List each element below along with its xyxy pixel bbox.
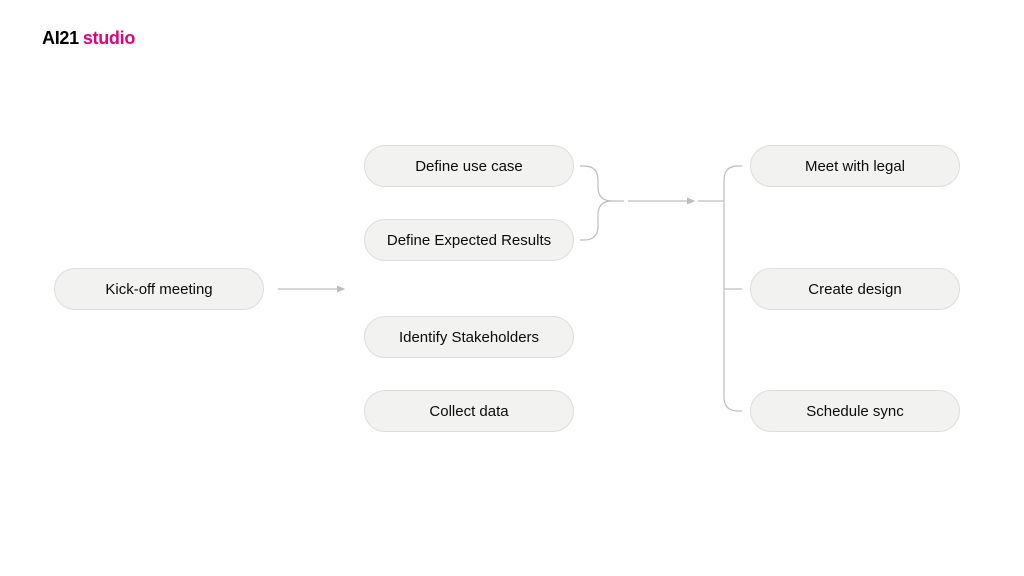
brand-logo: AI21studio xyxy=(42,28,135,49)
node-label: Collect data xyxy=(429,403,508,420)
node-label: Create design xyxy=(808,281,901,298)
node-kickoff: Kick-off meeting xyxy=(54,268,264,310)
node-label: Define Expected Results xyxy=(387,232,551,249)
brand-left: AI21 xyxy=(42,28,79,48)
node-label: Define use case xyxy=(415,158,523,175)
node-label: Kick-off meeting xyxy=(105,281,212,298)
node-sync: Schedule sync xyxy=(750,390,960,432)
node-collect: Collect data xyxy=(364,390,574,432)
node-label: Identify Stakeholders xyxy=(399,329,539,346)
node-legal: Meet with legal xyxy=(750,145,960,187)
node-design: Create design xyxy=(750,268,960,310)
node-stakehold: Identify Stakeholders xyxy=(364,316,574,358)
node-label: Meet with legal xyxy=(805,158,905,175)
node-usecase: Define use case xyxy=(364,145,574,187)
node-label: Schedule sync xyxy=(806,403,904,420)
node-expected: Define Expected Results xyxy=(364,219,574,261)
brand-right: studio xyxy=(83,28,135,48)
